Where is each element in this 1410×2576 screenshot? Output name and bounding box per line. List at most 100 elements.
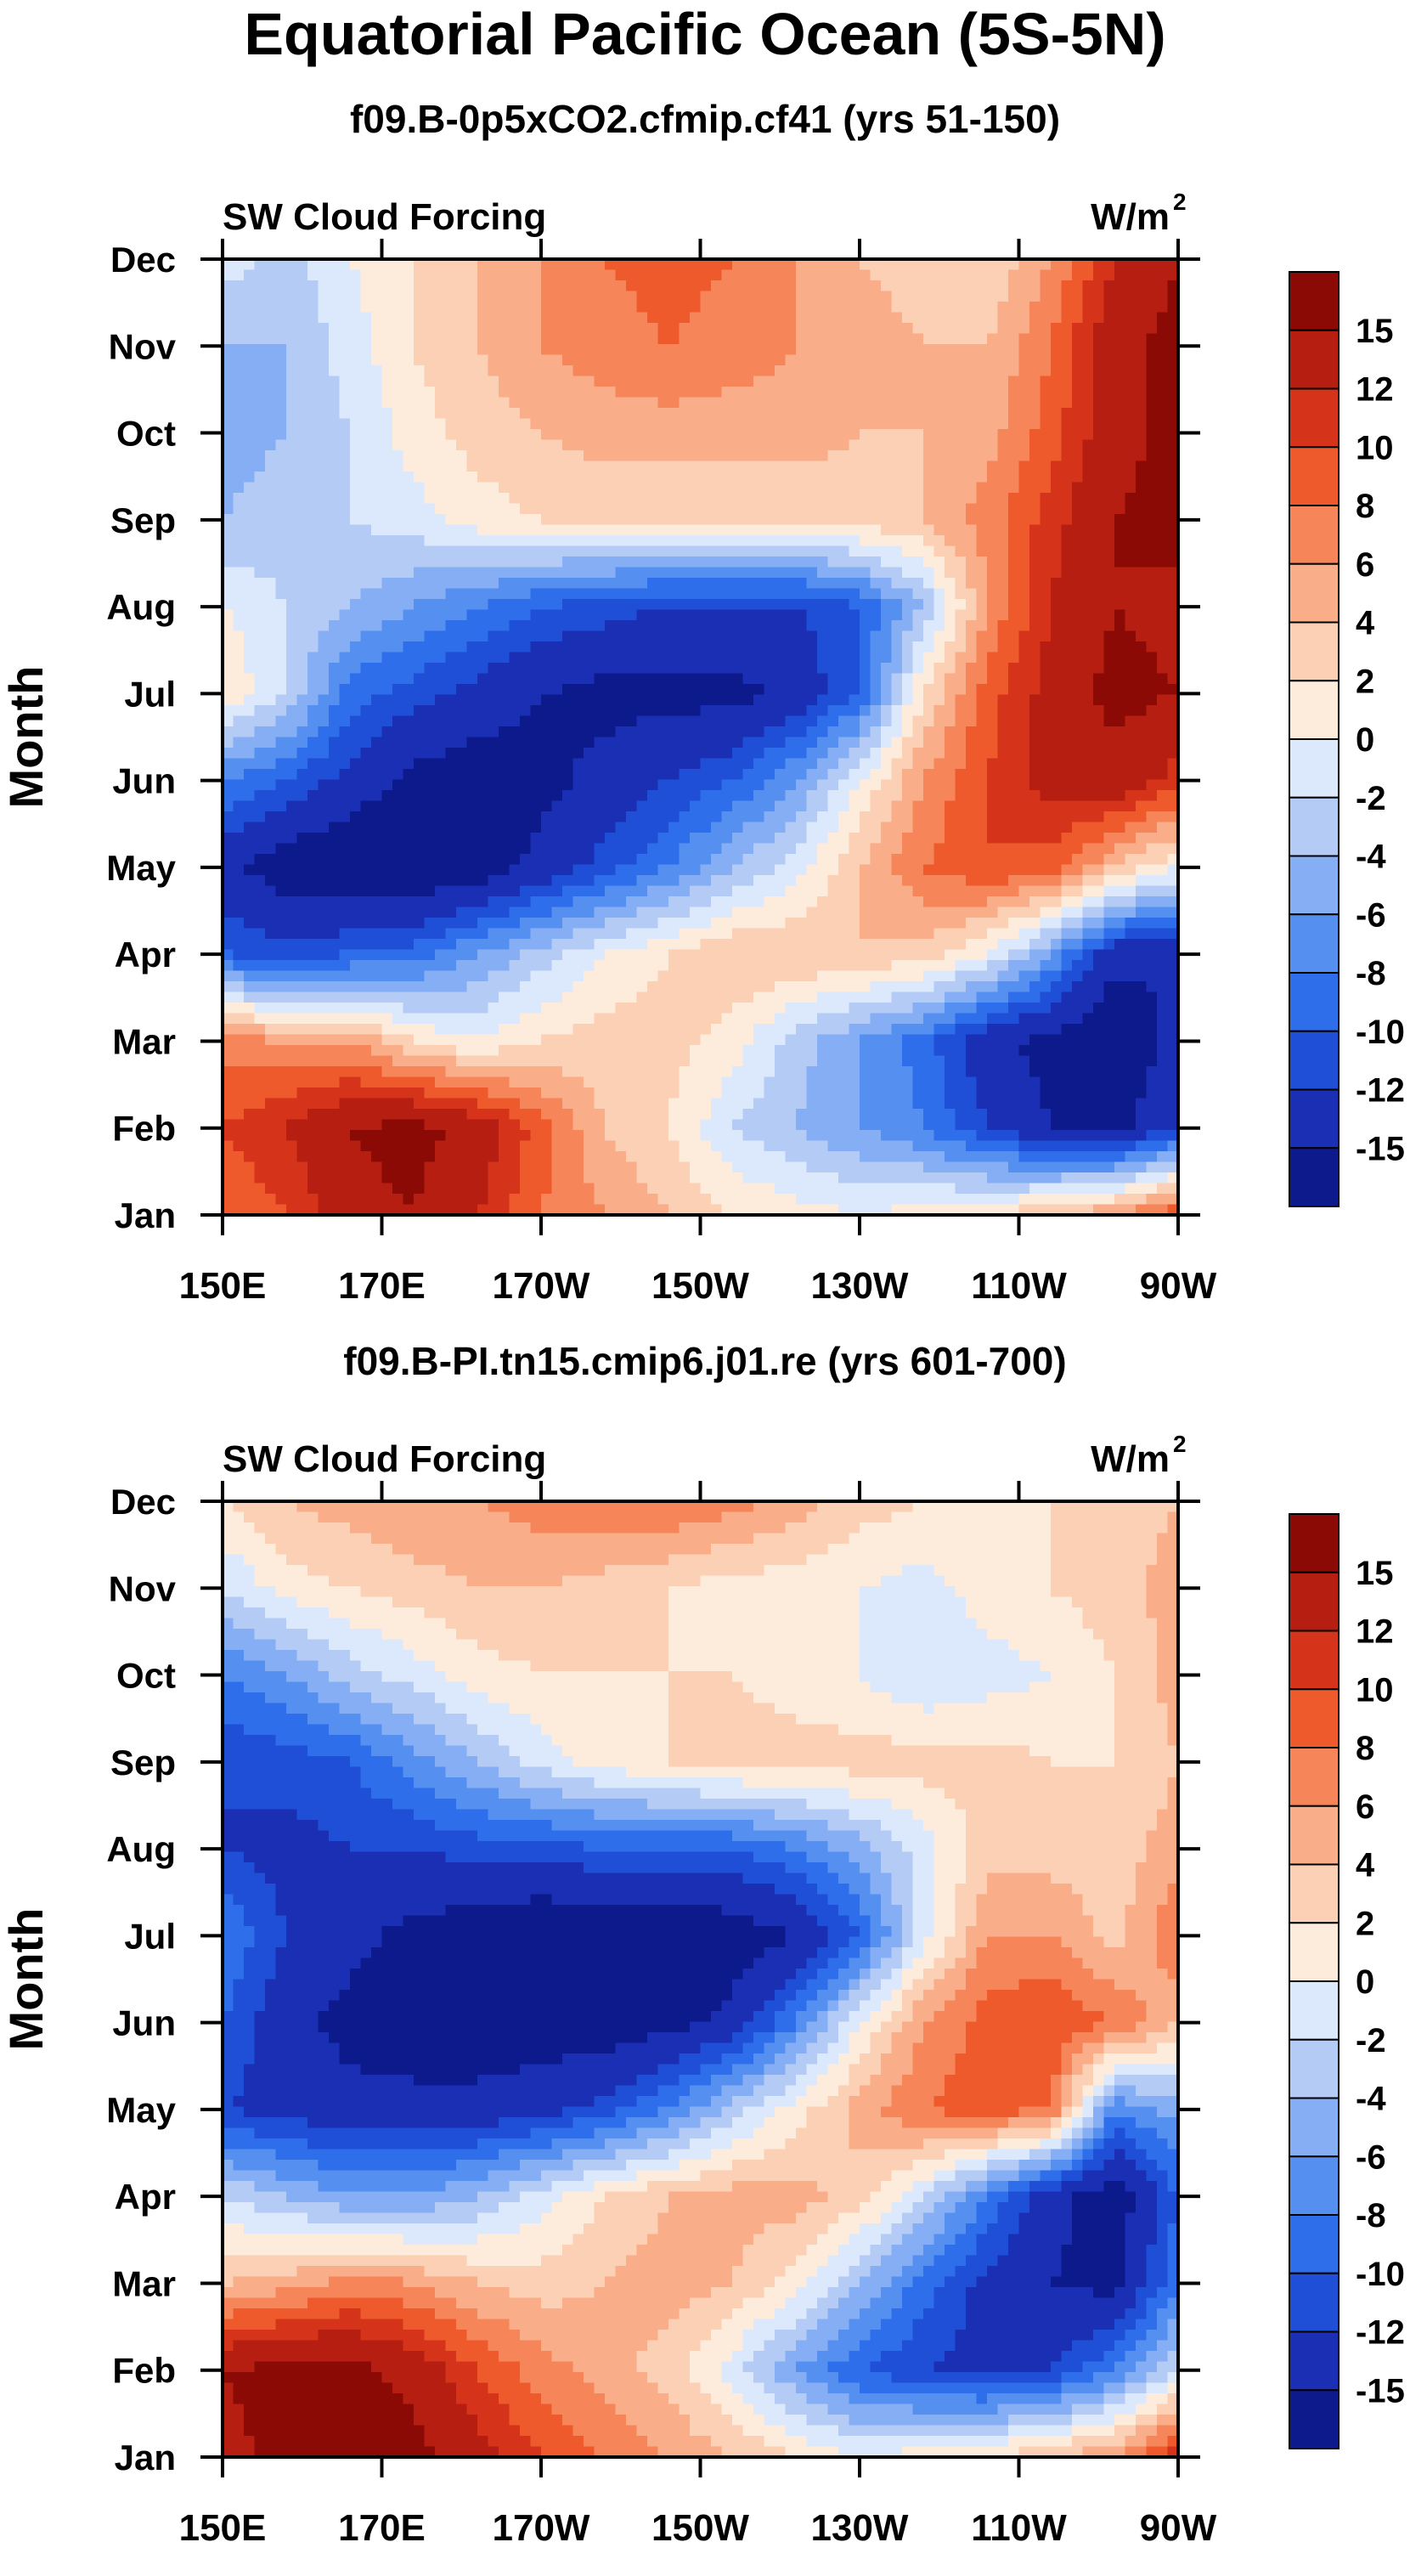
heatmap-cell [1157,578,1169,590]
heatmap-cell [647,556,659,568]
heatmap-cell [1146,408,1158,420]
heatmap-cell [881,578,893,590]
heatmap-cell [424,429,436,441]
heatmap-cell [296,822,308,833]
heatmap-cell [1040,769,1052,781]
heatmap-cell [456,482,468,494]
heatmap-cell [1008,694,1020,706]
heatmap-cell [350,609,362,621]
heatmap-cell [371,291,383,302]
heatmap-cell [371,652,383,664]
heatmap-cell [615,822,627,833]
heatmap-cell [1051,790,1063,802]
heatmap-cell [456,545,468,557]
heatmap-cell [1082,269,1094,281]
heatmap-cell [1125,259,1136,271]
heatmap-cell [605,811,617,823]
heatmap-cell [1061,514,1073,526]
heatmap-cell [286,630,298,642]
heatmap-cell [1061,790,1073,802]
heatmap-cell [732,609,744,621]
heatmap-cell [318,748,330,760]
heatmap-cell [700,715,712,727]
heatmap-cell [371,800,383,812]
heatmap-cell [1093,556,1105,568]
heatmap-cell [838,482,850,494]
heatmap-cell [1029,259,1041,271]
heatmap-cell [806,726,818,738]
heatmap-cell [721,641,733,653]
heatmap-cell [976,567,988,579]
heatmap-cell [296,524,308,536]
heatmap-cell [923,344,935,356]
heatmap-cell [296,545,308,557]
heatmap-cell [1072,694,1084,706]
heatmap-cell [572,354,584,366]
heatmap-cell [966,514,978,526]
heatmap-cell [530,588,542,600]
heatmap-cell [1146,291,1158,302]
heatmap-cell [1051,450,1063,462]
heatmap-cell [817,291,829,302]
heatmap-cell [966,439,978,451]
heatmap-cell [1082,545,1094,557]
heatmap-cell [265,450,277,462]
heatmap-cell [860,705,871,717]
heatmap-cell [584,302,595,314]
heatmap-cell [1146,439,1158,451]
heatmap-cell [902,429,914,441]
heatmap-cell [1008,790,1020,802]
heatmap-cell [307,269,319,281]
heatmap-cell [721,758,733,770]
heatmap-cell [350,344,362,356]
heatmap-cell [817,822,829,833]
heatmap-cell [286,715,298,727]
heatmap-cell [371,269,383,281]
heatmap-cell [424,843,436,855]
heatmap-cell [1029,439,1041,451]
heatmap-cell [466,652,478,664]
heatmap-cell [244,535,256,547]
heatmap-cell [690,269,702,281]
heatmap-cell [403,408,415,420]
heatmap-cell [435,408,447,420]
heatmap-cell [435,323,447,335]
heatmap-cell [339,588,351,600]
heatmap-cell [1018,567,1030,579]
heatmap-cell [1061,567,1073,579]
heatmap-cell [966,630,978,642]
heatmap-cell [605,684,617,696]
heatmap-cell [657,472,669,483]
heatmap-cell [371,694,383,706]
heatmap-cell [1146,460,1158,472]
heatmap-cell [1125,408,1136,420]
heatmap-cell [424,472,436,483]
heatmap-cell [403,333,415,345]
heatmap-cell [933,758,945,770]
heatmap-cell [275,503,287,515]
heatmap-cell [1029,556,1041,568]
heatmap-cell [456,737,468,749]
heatmap-cell [1136,259,1148,271]
heatmap-cell [753,524,765,536]
heatmap-cell [742,376,754,387]
heatmap-cell [668,588,680,600]
heatmap-cell [488,779,499,791]
heatmap-cell [1114,652,1126,664]
heatmap-cell [233,726,245,738]
heatmap-cell [1103,599,1115,611]
heatmap-cell [838,620,850,632]
heatmap-cell [647,673,659,685]
heatmap-cell [679,556,691,568]
heatmap-cell [477,514,489,526]
heatmap-cell [233,556,245,568]
heatmap-cell [1146,663,1158,675]
heatmap-cell [945,737,956,749]
heatmap-cell [435,259,447,271]
heatmap-cell [838,365,850,377]
heatmap-cell [445,811,457,823]
heatmap-cell [679,354,691,366]
heatmap-cell [732,822,744,833]
heatmap-cell [657,312,669,324]
heatmap-cell [1040,472,1052,483]
